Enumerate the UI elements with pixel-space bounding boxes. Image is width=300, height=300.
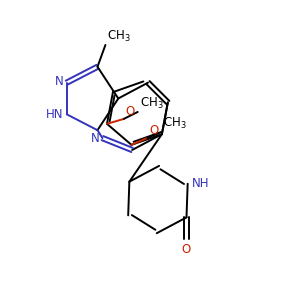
Text: N: N xyxy=(55,75,64,88)
Text: O: O xyxy=(126,105,135,118)
Text: N: N xyxy=(91,132,100,145)
Text: O: O xyxy=(149,124,158,137)
Text: CH$_3$: CH$_3$ xyxy=(163,116,187,131)
Text: NH: NH xyxy=(192,177,209,190)
Text: O: O xyxy=(182,243,191,256)
Text: CH$_3$: CH$_3$ xyxy=(140,96,164,111)
Text: CH$_3$: CH$_3$ xyxy=(107,29,131,44)
Text: HN: HN xyxy=(46,108,64,121)
